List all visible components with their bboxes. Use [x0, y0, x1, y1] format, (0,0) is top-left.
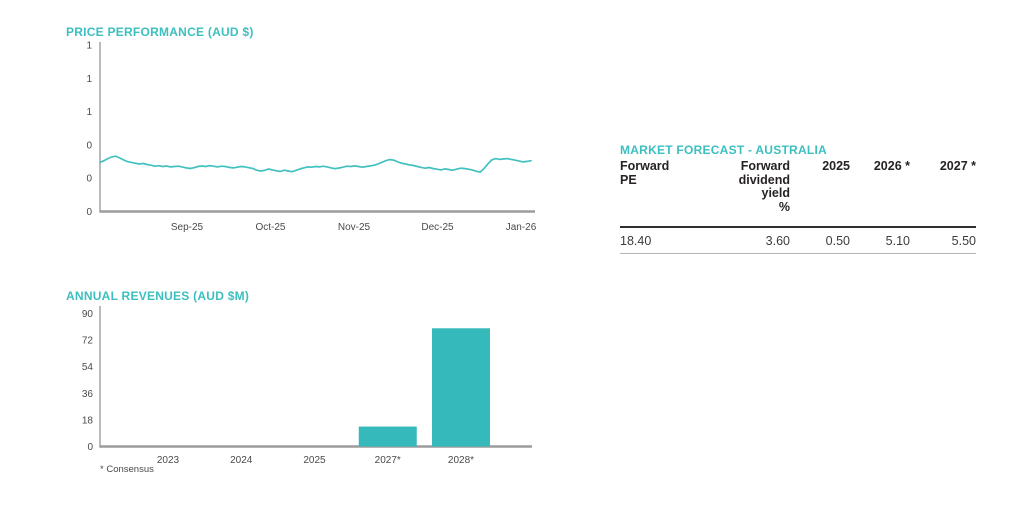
- col-header-forward-dividend-yield: Forward dividend yield %: [715, 159, 790, 228]
- x-axis-tick-label: Jan-26: [506, 222, 537, 233]
- forward-pe-value: 18.40: [620, 227, 715, 254]
- revenue-bar: [358, 426, 417, 447]
- y-axis-tick-label: 0: [86, 207, 92, 218]
- y-axis-tick-label: 1: [86, 41, 92, 52]
- col-header-2025: 2025: [790, 159, 850, 228]
- col-header-2026: 2026 *: [850, 159, 910, 228]
- price-line-series: [99, 155, 532, 174]
- annual-revenues-title: ANNUAL REVENUES (AUD $M): [66, 288, 250, 303]
- y-axis-tick-label: 54: [82, 362, 94, 373]
- market-forecast-title: MARKET FORECAST - AUSTRALIA: [620, 142, 827, 157]
- forecast-data-row: 18.40 3.60 0.50 5.10 5.50: [620, 227, 976, 254]
- value-2027: 5.50: [910, 227, 976, 254]
- y-axis-tick-label: 1: [86, 74, 92, 85]
- x-axis-tick-label: Dec-25: [421, 222, 454, 233]
- revenue-bar: [432, 328, 490, 447]
- col-header-2027: 2027 *: [910, 159, 976, 228]
- x-axis-category-label: 2025: [303, 455, 326, 466]
- x-axis-category-label: 2028*: [448, 455, 474, 466]
- x-axis-tick-label: Nov-25: [338, 222, 371, 233]
- y-axis-tick-label: 0: [87, 442, 93, 453]
- y-axis-tick-label: 90: [82, 309, 94, 320]
- x-axis-category-label: 2027*: [375, 455, 401, 466]
- market-forecast-table: Forward PE Forward dividend yield % 2025…: [620, 159, 976, 254]
- forward-dividend-yield-value: 3.60: [715, 227, 790, 254]
- y-axis-tick-label: 18: [82, 415, 94, 426]
- y-axis-tick-label: 0: [86, 140, 92, 151]
- x-axis-tick-label: Sep-25: [171, 222, 204, 233]
- price-performance-title: PRICE PERFORMANCE (AUD $): [66, 24, 254, 39]
- annual-revenues-bar-chart: 0 18 36 54 72 90 2023 2024 2025 2027* 2028*: [82, 306, 532, 466]
- x-axis-category-label: 2024: [230, 455, 253, 466]
- y-axis-tick-label: 36: [82, 389, 94, 400]
- col-header-forward-pe: Forward PE: [620, 159, 715, 228]
- y-axis-tick-label: 0: [86, 174, 92, 185]
- value-2025: 0.50: [790, 227, 850, 254]
- x-axis-tick-label: Oct-25: [255, 222, 285, 233]
- x-axis-category-label: 2023: [157, 455, 180, 466]
- y-axis-tick-label: 72: [82, 336, 94, 347]
- forecast-header-row: Forward PE Forward dividend yield % 2025…: [620, 159, 976, 228]
- consensus-footnote: * Consensus: [100, 464, 154, 475]
- value-2026: 5.10: [850, 227, 910, 254]
- price-performance-line-chart: 1 1 1 0 0 0 Sep-25 Oct-25 Nov-25 Dec-25 Jan-26: [86, 41, 537, 234]
- y-axis-tick-label: 1: [86, 107, 92, 118]
